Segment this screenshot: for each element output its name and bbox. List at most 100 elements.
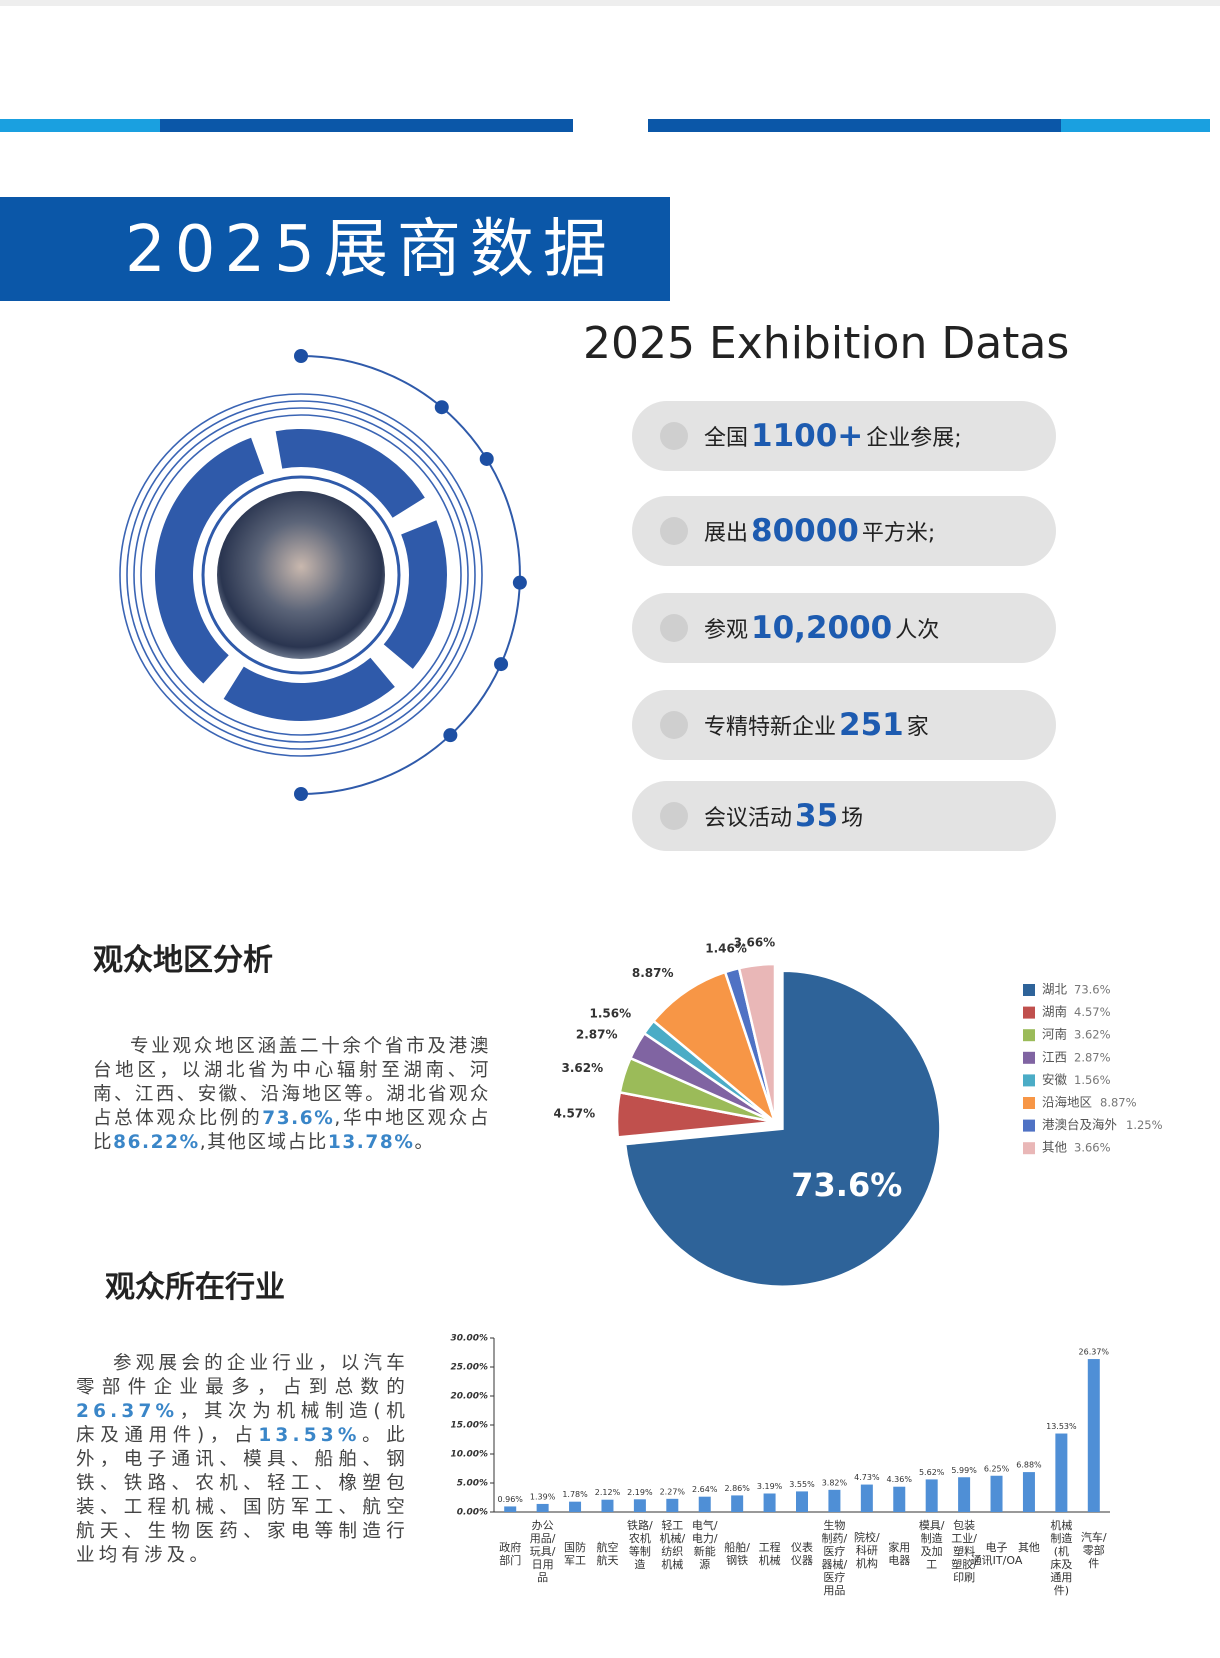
legend-label: 其他	[1042, 1140, 1068, 1155]
x-tick-label: 国防军工	[564, 1540, 586, 1567]
arc-dot	[294, 349, 308, 363]
pie-slice	[737, 962, 777, 1123]
rule	[648, 119, 1061, 132]
ring	[133, 407, 469, 743]
paragraph-text: ,华中地区观众占比	[93, 1108, 490, 1153]
y-tick-label: 25.00%	[451, 1363, 489, 1373]
stat-value: 10,2000	[751, 610, 893, 646]
section-heading: 观众所在行业	[105, 1270, 285, 1305]
bar	[1087, 1359, 1100, 1512]
ring	[126, 400, 476, 750]
bar-value-label: 1.78%	[562, 1490, 588, 1499]
stat-pill: 全国 1100+ 企业参展;	[632, 401, 1056, 471]
stat-value: 80000	[751, 513, 859, 549]
bar-value-label: 4.36%	[887, 1475, 913, 1484]
stat-prefix: 展出	[704, 521, 749, 546]
legend-label: 港澳台及海外	[1042, 1117, 1118, 1132]
legend-value: 4.57%	[1074, 1005, 1111, 1019]
bar	[893, 1486, 906, 1512]
stat-suffix: 家	[906, 715, 929, 740]
arc-dot	[512, 575, 527, 590]
stat-suffix: 平方米;	[861, 521, 936, 546]
bar	[633, 1499, 646, 1512]
arc-dot	[494, 657, 509, 672]
bar	[698, 1496, 711, 1512]
ring	[140, 414, 462, 736]
bar-value-label: 2.27%	[660, 1487, 686, 1496]
arc-dot	[434, 400, 449, 415]
ring-segment	[154, 437, 265, 684]
x-tick-label: 其他	[1018, 1541, 1040, 1554]
y-tick-label: 0.00%	[457, 1508, 488, 1518]
stat-pill: 参观 10,2000 人次	[632, 593, 1056, 663]
x-tick-label: 包装工业/塑料塑胶/印刷	[951, 1519, 977, 1584]
bar	[1022, 1472, 1035, 1512]
bar-value-label: 26.37%	[1079, 1348, 1110, 1357]
bar	[828, 1489, 841, 1512]
stat-pill: 专精特新企业 251 家	[632, 690, 1056, 760]
legend-swatch	[1023, 1097, 1035, 1109]
stat-prefix: 专精特新企业	[704, 715, 837, 740]
legend-value: 73.6%	[1074, 983, 1111, 997]
title-banner	[0, 197, 670, 301]
ring-segment	[275, 429, 425, 518]
x-tick-label: 院校/科研机构	[854, 1530, 880, 1570]
y-tick-label: 5.00%	[457, 1479, 488, 1489]
legend-swatch	[1023, 1119, 1035, 1132]
stat-suffix: 人次	[895, 618, 940, 643]
x-tick-label: 铁路/农机等制造	[627, 1519, 653, 1571]
legend-value: 1.56%	[1074, 1073, 1111, 1087]
bar-value-label: 3.82%	[822, 1478, 848, 1487]
pill-dot	[660, 711, 688, 739]
slice-label: 1.56%	[589, 1006, 631, 1020]
y-tick-label: 30.00%	[451, 1334, 489, 1344]
legend-value: 3.66%	[1074, 1141, 1111, 1155]
paragraph-text: 专业观众地区涵盖二十余个省市及港澳台地区，以湖北省为中心辐射至湖南、河南、江西、…	[93, 1036, 490, 1129]
slice-label: 1.46%	[705, 941, 747, 955]
arc-dot	[294, 787, 308, 801]
legend-value: 1.25%	[1126, 1118, 1163, 1132]
pill-dot	[660, 517, 688, 545]
x-tick-label: 办公用品/玩具/日用品	[530, 1519, 556, 1584]
legend-label: 江西	[1042, 1049, 1067, 1064]
ring-segment	[383, 520, 447, 669]
x-tick-label: 机械制造(机床及通用件)	[1050, 1518, 1072, 1597]
rule	[160, 119, 573, 132]
slice-label: 2.87%	[576, 1027, 618, 1041]
legend-swatch	[1023, 1051, 1035, 1064]
stat-pill: 会议活动 35 场	[632, 781, 1056, 851]
legend-value: 2.87%	[1074, 1050, 1111, 1064]
x-tick-label: 政府部门	[499, 1540, 521, 1567]
bar-value-label: 6.25%	[984, 1464, 1010, 1473]
x-tick-label: 家用电器	[888, 1540, 910, 1567]
bar	[990, 1475, 1003, 1512]
highlight-text: 26.37%	[76, 1401, 179, 1422]
highlight-text: 86.22%	[113, 1132, 200, 1153]
highlight-text: 73.6%	[262, 1108, 335, 1129]
circle-graphic	[119, 349, 527, 801]
legend-label: 沿海地区	[1042, 1095, 1092, 1110]
bar-value-label: 1.39%	[530, 1492, 556, 1501]
stat-value: 35	[795, 798, 839, 834]
legend-label: 河南	[1042, 1027, 1067, 1042]
slice-label: 73.6%	[791, 1166, 902, 1204]
x-tick-label: 轻工机械/纺织机械	[659, 1518, 685, 1571]
stat-value: 1100+	[751, 418, 864, 454]
legend-label: 湖北	[1042, 982, 1068, 997]
bar-value-label: 3.55%	[789, 1480, 815, 1489]
legend-value: 3.62%	[1074, 1028, 1111, 1042]
bar	[860, 1484, 873, 1512]
bar-value-label: 0.96%	[497, 1495, 523, 1504]
section-paragraph: 参观展会的企业行业，以汽车零部件企业最多，占到总数的 26.37%，其次为机械制造…	[76, 1352, 409, 1568]
bar-value-label: 5.62%	[919, 1468, 945, 1477]
stat-prefix: 全国	[704, 426, 749, 451]
legend-swatch	[1023, 1074, 1035, 1087]
legend-label: 湖南	[1042, 1004, 1067, 1019]
bar	[1055, 1433, 1068, 1512]
section-heading: 观众地区分析	[93, 943, 273, 978]
x-tick-label: 汽车/零部件	[1081, 1530, 1107, 1570]
ring	[119, 393, 483, 757]
y-tick-label: 10.00%	[451, 1450, 489, 1460]
bar-value-label: 5.99%	[951, 1466, 977, 1475]
